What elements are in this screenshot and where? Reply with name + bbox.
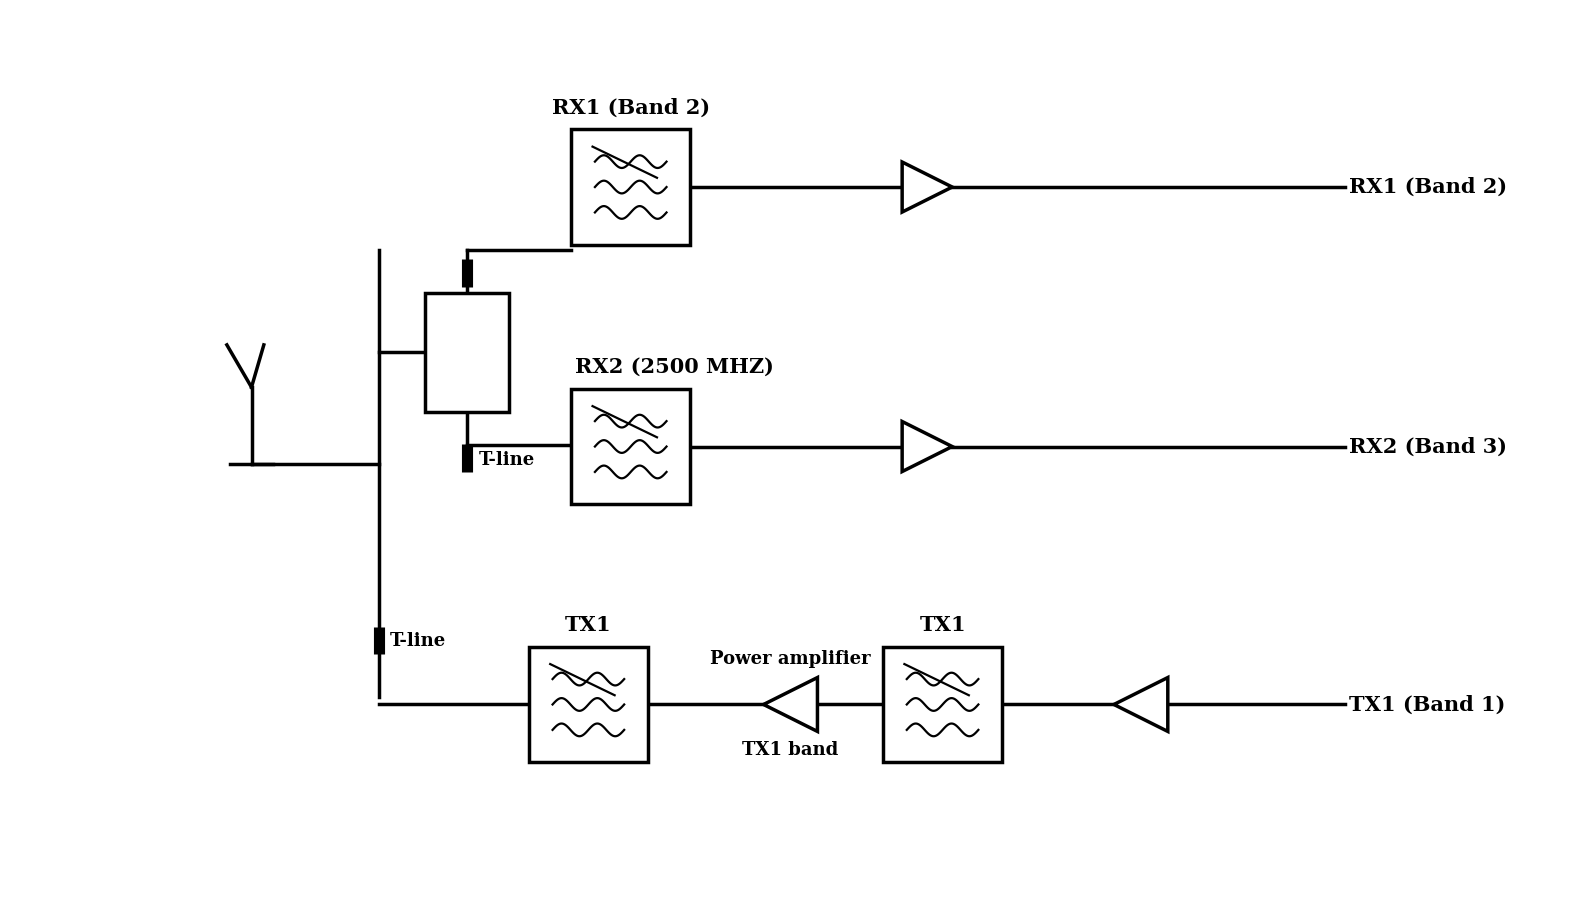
- Text: RX1 (Band 2): RX1 (Band 2): [1349, 177, 1507, 197]
- Bar: [883, 646, 1002, 762]
- Polygon shape: [763, 678, 817, 732]
- Text: TX1 (Band 1): TX1 (Band 1): [1349, 694, 1506, 714]
- Text: T-line: T-line: [390, 632, 446, 649]
- Text: TX1: TX1: [566, 615, 611, 635]
- Text: TX1: TX1: [920, 615, 965, 635]
- Polygon shape: [902, 162, 953, 212]
- Text: RX2 (Band 3): RX2 (Band 3): [1349, 436, 1507, 457]
- Text: RX2 (2500 MHZ): RX2 (2500 MHZ): [575, 358, 774, 377]
- Bar: [425, 293, 509, 412]
- Bar: [570, 389, 690, 504]
- Text: RX1 (Band 2): RX1 (Band 2): [551, 98, 709, 117]
- Text: T-line: T-line: [479, 450, 536, 469]
- Bar: [529, 646, 648, 762]
- Text: TX1 band: TX1 band: [743, 742, 839, 759]
- Bar: [570, 129, 690, 245]
- Polygon shape: [1114, 678, 1168, 732]
- Polygon shape: [902, 422, 953, 471]
- Text: Power amplifier: Power amplifier: [709, 649, 871, 668]
